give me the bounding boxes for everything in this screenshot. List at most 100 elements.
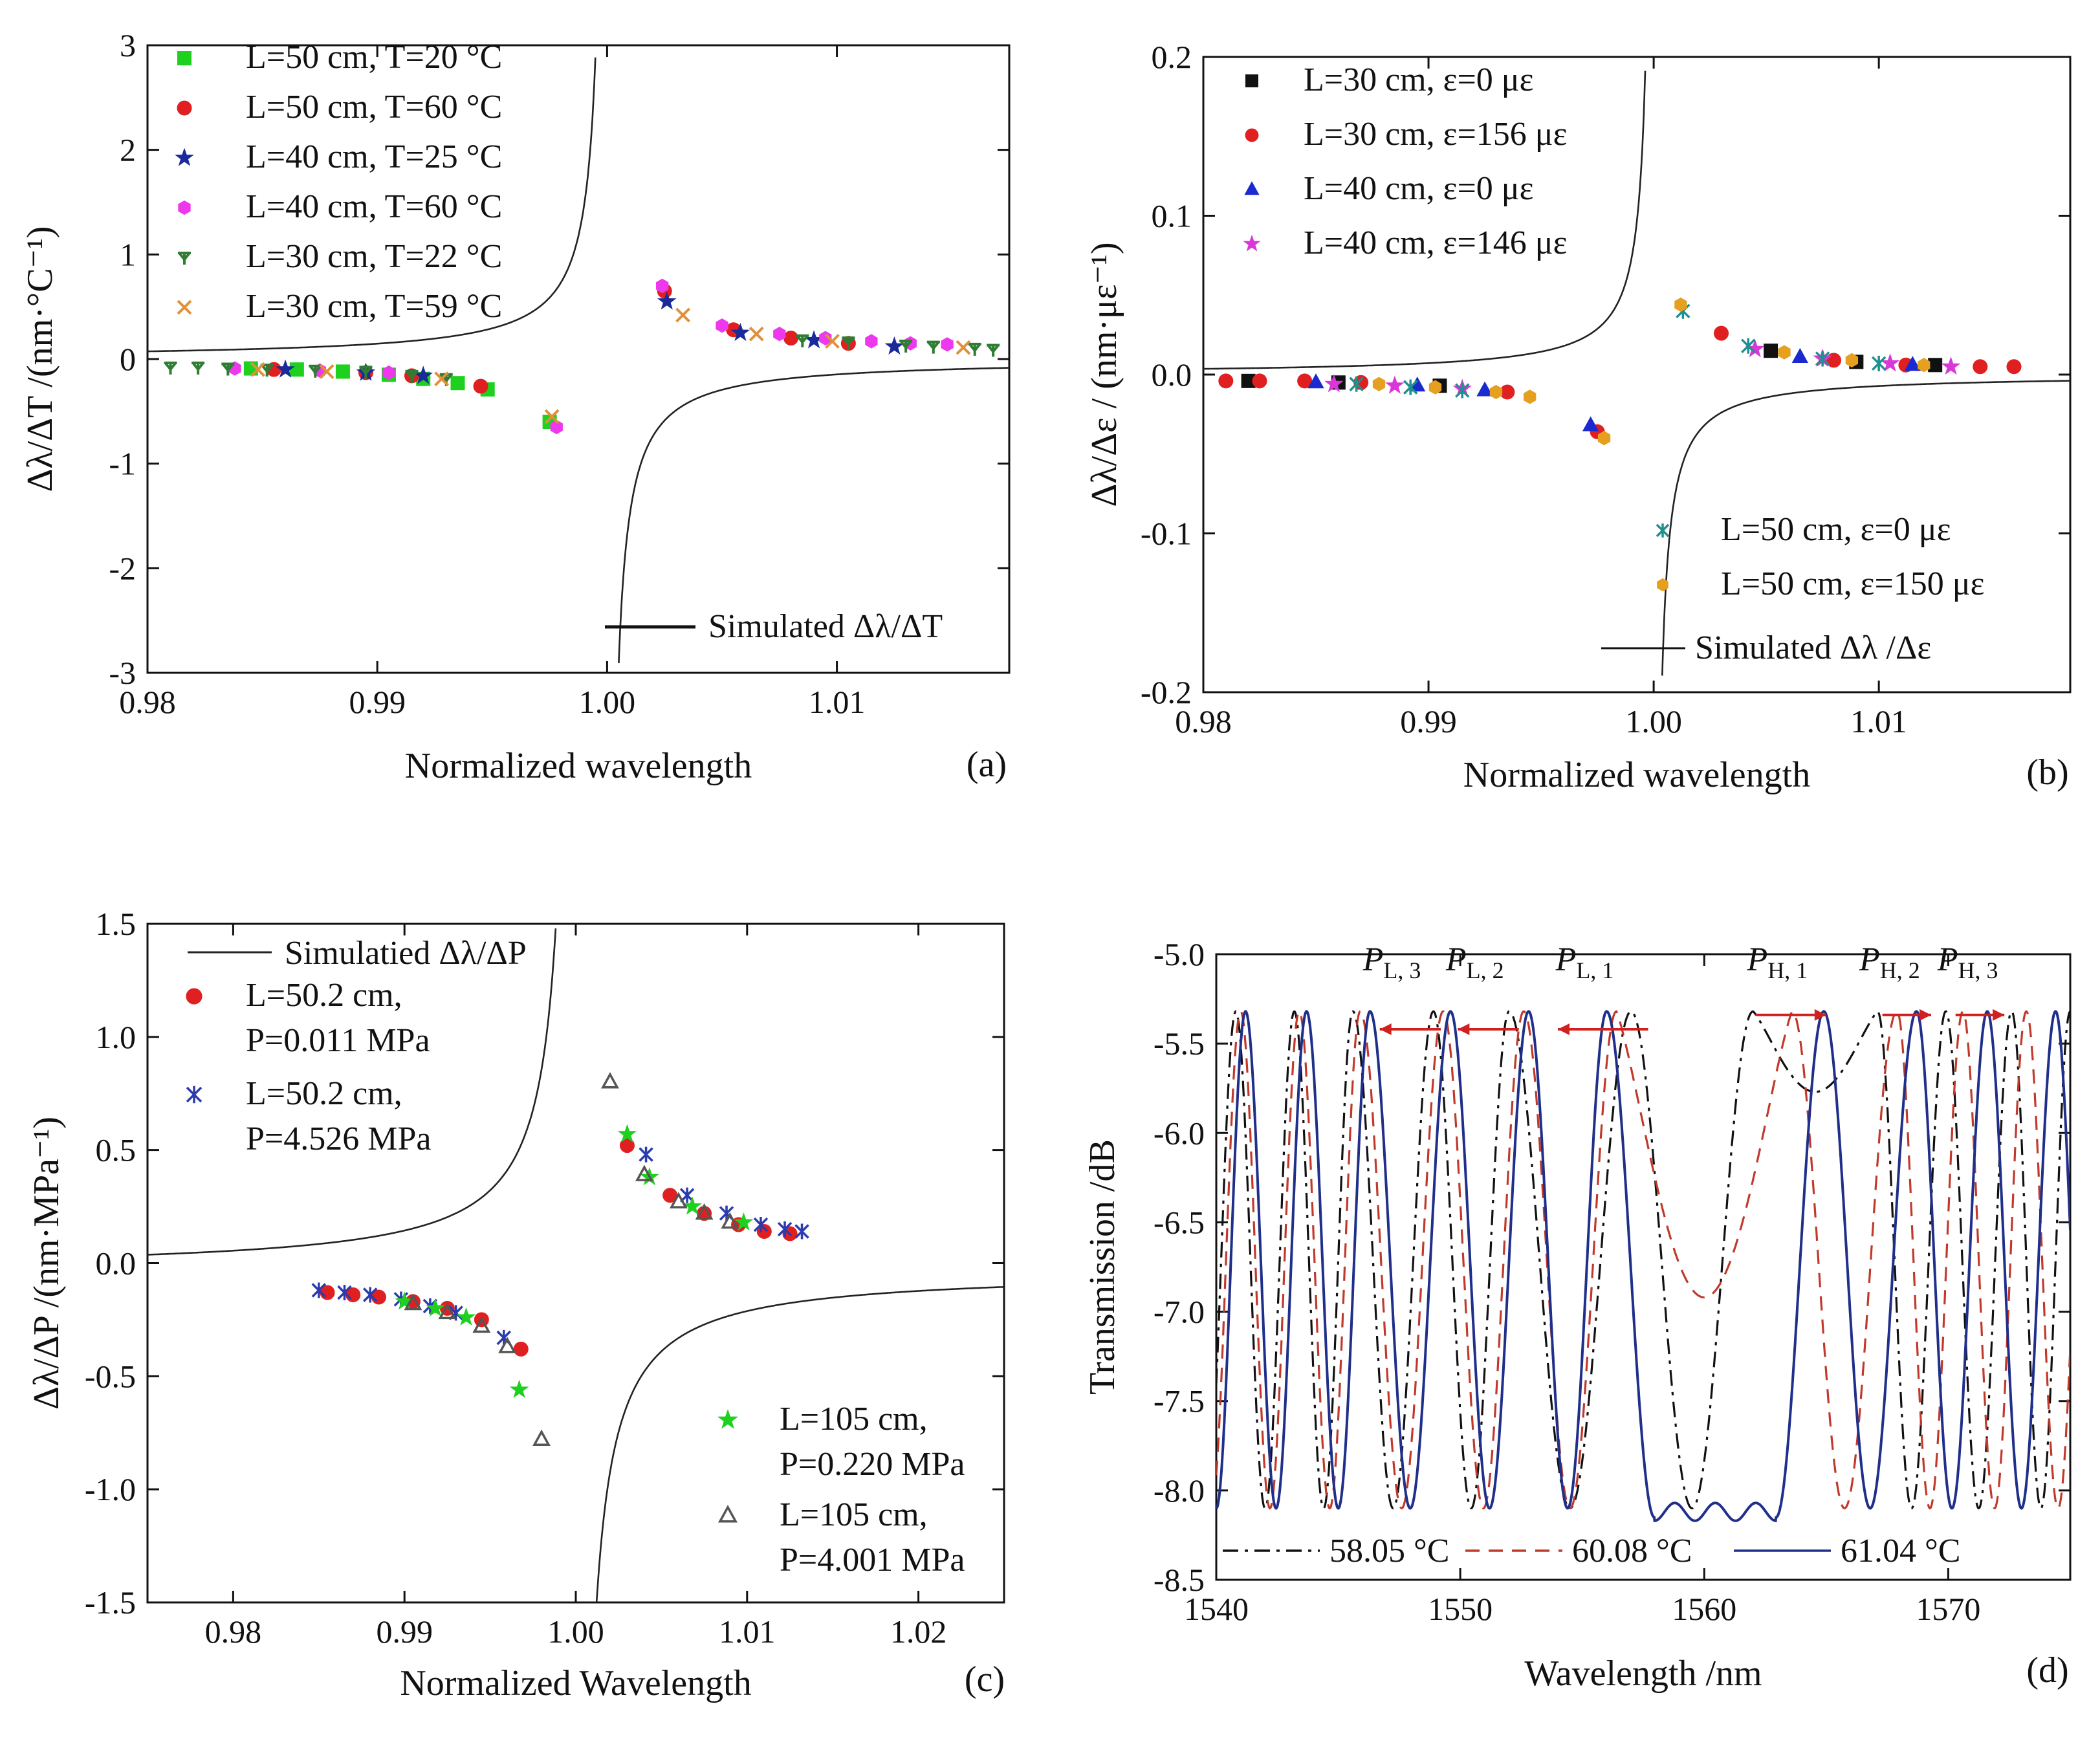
data-point <box>987 344 1000 357</box>
panel-a-axes: 0.98 0.99 1.00 1.01 -3 -2 -1 0 1 2 3 Normalized wav… <box>20 27 1011 786</box>
y-tick-label: -6.0 <box>1154 1115 1205 1151</box>
data-point <box>716 318 728 333</box>
simulated-curve-right-branch <box>1661 380 2070 676</box>
data-point <box>1714 325 1729 341</box>
series-a-5 <box>250 307 971 424</box>
y-tick-label: -8.0 <box>1154 1472 1205 1509</box>
legend-marker <box>177 51 191 65</box>
data-point <box>337 1284 352 1300</box>
y-tick-label: 0.0 <box>1152 356 1192 393</box>
legend-marker <box>175 147 194 166</box>
peak-label-main: P <box>1747 941 1768 978</box>
data-point <box>413 366 433 384</box>
data-point <box>250 362 265 377</box>
y-tick-label: -1 <box>109 446 136 482</box>
data-point <box>1778 345 1791 360</box>
data-point <box>956 340 971 355</box>
x-tick-label: 0.99 <box>349 684 406 720</box>
peak-label: PH, 1 <box>1747 941 1808 983</box>
data-point <box>550 419 563 435</box>
series-c-3 <box>404 1072 739 1446</box>
legend-entry: L=30 cm, ε=0 με <box>1304 61 1534 98</box>
data-point <box>359 366 373 379</box>
data-point <box>544 409 560 424</box>
legend-marker <box>186 988 202 1005</box>
data-point <box>1815 351 1830 367</box>
y-tick-label: -5.5 <box>1154 1025 1205 1062</box>
legend-entry: L=50 cm, T=20 °C <box>246 39 502 76</box>
series-b-1 <box>1218 325 2022 439</box>
data-point <box>311 1282 327 1298</box>
peak-label-sub: H, 3 <box>1958 957 1998 983</box>
x-tick-label: 1.00 <box>547 1613 604 1650</box>
legend-entry: 61.04 °C <box>1841 1533 1960 1569</box>
data-point <box>753 1217 769 1233</box>
data-point <box>1973 359 1988 375</box>
peak-shift-arrowhead <box>1814 1009 1826 1021</box>
legend-marker <box>717 1505 738 1523</box>
data-point <box>221 362 235 376</box>
data-point <box>675 307 691 323</box>
simulated-curve-left-branch <box>1203 71 1646 370</box>
legend-entry-line: P=0.220 MPa <box>780 1446 965 1483</box>
legend-entry: L=40 cm, ε=146 με <box>1304 224 1568 261</box>
data-point <box>1252 373 1267 389</box>
data-point <box>1476 381 1493 397</box>
x-tick-label: 0.98 <box>119 684 176 720</box>
series-b-5 <box>1372 297 1930 446</box>
data-point <box>617 1124 637 1142</box>
data-point <box>1372 377 1386 391</box>
peak-label: PL, 2 <box>1445 941 1504 983</box>
peak-shift-arrowhead <box>1558 1023 1570 1036</box>
data-point <box>657 291 677 310</box>
x-tick-label: 1.01 <box>1850 703 1907 739</box>
peak-label-sub: H, 2 <box>1880 957 1920 983</box>
legend-entry: L=40 cm, ε=0 με <box>1304 170 1534 207</box>
data-point <box>1928 358 1943 373</box>
legend-marker <box>178 252 191 265</box>
legend-entry: L=30 cm, ε=156 με <box>1304 116 1568 153</box>
peak-label: PH, 2 <box>1859 941 1920 983</box>
y-tick-label: 0.0 <box>96 1245 137 1282</box>
data-point <box>532 1429 551 1446</box>
series-b-3 <box>1324 339 1961 397</box>
legend-marker <box>1245 74 1258 87</box>
data-point <box>683 1196 702 1215</box>
data-point <box>438 1302 457 1320</box>
y-tick-label: -2 <box>109 550 136 586</box>
peak-shift-arrowhead <box>1458 1023 1470 1036</box>
data-point <box>884 336 904 355</box>
y-tick-label: -3 <box>109 655 136 691</box>
x-axis-label: Normalized wavelength <box>1463 755 1810 795</box>
simulated-curve-left-branch <box>148 928 557 1256</box>
data-point <box>1826 353 1842 368</box>
y-tick-label: 2 <box>120 132 136 168</box>
x-tick-label: 0.99 <box>1400 703 1457 739</box>
legend-entry-line: P=0.011 MPa <box>246 1022 430 1059</box>
data-point <box>734 1212 754 1231</box>
panel-c-axes: 0.98 0.99 1.00 1.01 1.02 -1.5 -1.0 -0.5 0.0 0.5 1.… <box>27 906 1005 1703</box>
simulated-curve-right-branch <box>595 1286 1004 1602</box>
y-tick-label: 1.0 <box>96 1019 137 1055</box>
spectrum-line <box>1216 1010 2070 1510</box>
legend-marker <box>177 300 192 315</box>
data-point <box>1307 373 1324 389</box>
y-axis-label: Δλ/ΔT /(nm·°C⁻¹) <box>20 226 60 492</box>
data-point <box>1845 353 1859 368</box>
data-point <box>783 331 799 346</box>
y-tick-label: -0.2 <box>1141 674 1192 710</box>
data-point <box>1489 384 1503 400</box>
data-point <box>1403 379 1418 395</box>
data-point <box>796 334 809 347</box>
panel-label: (b) <box>2026 752 2068 792</box>
x-tick-label: 1540 <box>1184 1591 1249 1627</box>
data-point <box>1941 356 1961 375</box>
data-point <box>1385 375 1405 394</box>
peak-label-main: P <box>1937 941 1958 978</box>
data-point <box>899 339 913 353</box>
panel-label: (c) <box>965 1659 1005 1699</box>
data-point <box>1500 384 1515 400</box>
data-point <box>335 364 350 379</box>
data-point <box>1297 373 1313 389</box>
legend-entry-line: L=50.2 cm, <box>246 1075 402 1112</box>
